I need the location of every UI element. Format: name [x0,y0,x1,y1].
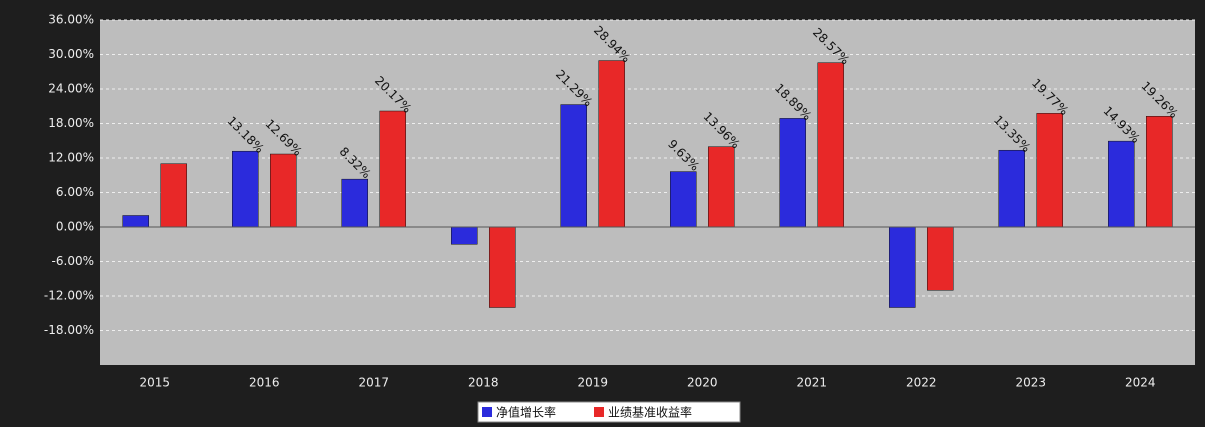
bar [670,171,697,228]
legend-swatch [482,407,492,417]
x-tick-label: 2023 [1015,376,1046,390]
bar [379,110,406,228]
y-tick-label: 30.00% [48,47,94,61]
bar [122,215,149,228]
x-tick-label: 2024 [1125,376,1156,390]
bar [598,60,625,228]
x-tick-label: 2017 [358,376,389,390]
bar [341,178,368,228]
bar [889,226,916,308]
bar [927,226,954,291]
bar [232,150,259,228]
bar [1146,116,1173,228]
x-tick-label: 2022 [906,376,937,390]
legend-label: 业绩基准收益率 [608,405,692,420]
y-tick-label: 36.00% [48,13,94,27]
x-tick-label: 2020 [687,376,718,390]
y-tick-label: -6.00% [52,254,94,268]
legend-swatch [594,407,604,417]
bar [1108,140,1135,228]
bar [1036,113,1063,228]
y-tick-label: 12.00% [48,151,94,165]
x-tick-label: 2016 [249,376,280,390]
bar [489,226,516,308]
bar [160,163,187,228]
y-tick-label: 6.00% [56,185,94,199]
bar [779,118,806,228]
bar [998,149,1025,228]
y-tick-label: 24.00% [48,82,94,96]
y-tick-label: 18.00% [48,116,94,130]
bar [817,62,844,228]
x-tick-label: 2015 [139,376,170,390]
bar [708,146,735,228]
y-tick-label: 0.00% [56,220,94,234]
bar [560,104,587,228]
y-tick-label: -12.00% [44,289,94,303]
legend-label: 净值增长率 [496,405,556,420]
x-tick-label: 2018 [468,376,499,390]
x-tick-label: 2021 [796,376,827,390]
legend-box [477,401,741,423]
bar [451,226,478,245]
x-tick-label: 2019 [577,376,608,390]
bar [270,153,297,228]
y-tick-label: -18.00% [44,323,94,337]
